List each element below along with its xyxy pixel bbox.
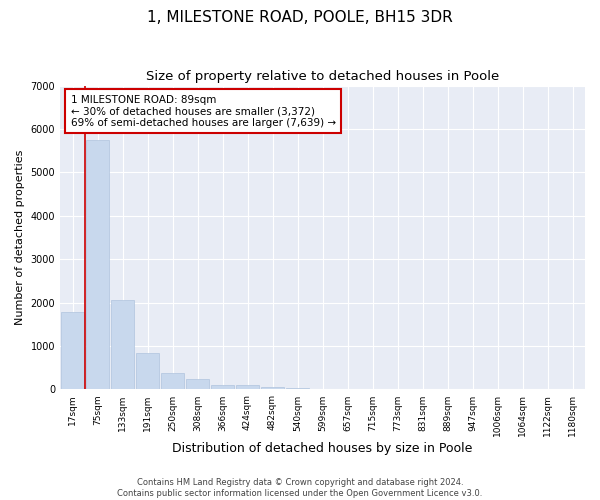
Bar — [236, 385, 259, 390]
Text: 1 MILESTONE ROAD: 89sqm
← 30% of detached houses are smaller (3,372)
69% of semi: 1 MILESTONE ROAD: 89sqm ← 30% of detache… — [71, 94, 335, 128]
Bar — [61, 312, 84, 390]
Bar — [261, 387, 284, 390]
Text: Contains HM Land Registry data © Crown copyright and database right 2024.
Contai: Contains HM Land Registry data © Crown c… — [118, 478, 482, 498]
Bar — [186, 379, 209, 390]
Bar — [211, 385, 234, 390]
Bar — [286, 388, 309, 390]
Y-axis label: Number of detached properties: Number of detached properties — [15, 150, 25, 325]
Bar — [161, 374, 184, 390]
Title: Size of property relative to detached houses in Poole: Size of property relative to detached ho… — [146, 70, 499, 83]
Text: 1, MILESTONE ROAD, POOLE, BH15 3DR: 1, MILESTONE ROAD, POOLE, BH15 3DR — [147, 10, 453, 25]
Bar — [86, 140, 109, 390]
Bar — [111, 300, 134, 390]
Bar — [136, 354, 159, 390]
X-axis label: Distribution of detached houses by size in Poole: Distribution of detached houses by size … — [172, 442, 473, 455]
